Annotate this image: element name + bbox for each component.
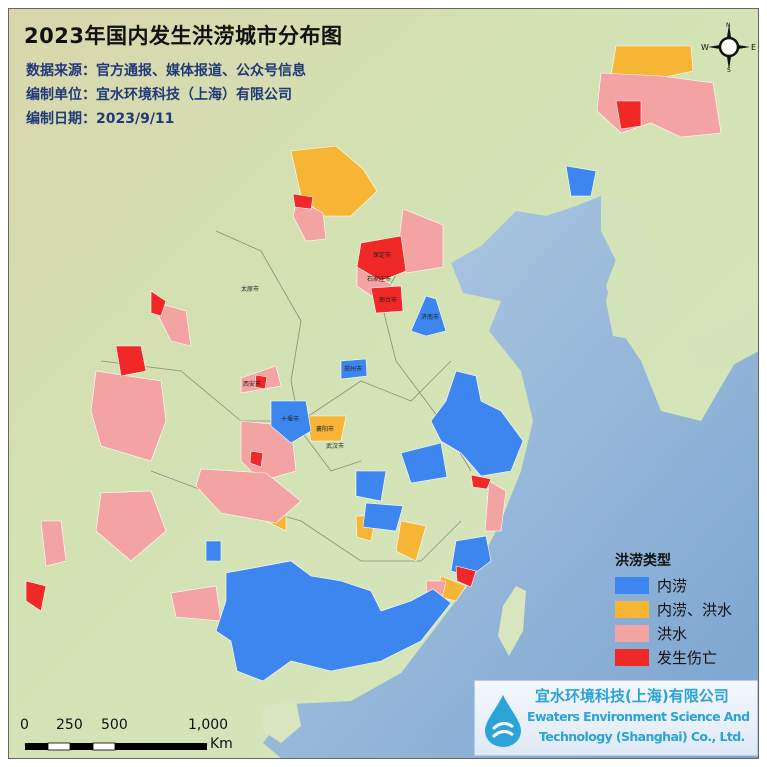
region-inner-waterlogging	[340, 358, 368, 380]
legend-swatch	[615, 648, 649, 666]
legend-item-inner-and-flood: 内涝、洪水	[615, 597, 732, 621]
place-label: 十堰市	[281, 415, 299, 423]
region-casualties	[370, 285, 404, 314]
water-drop-logo-icon	[485, 695, 521, 747]
region-casualties	[470, 474, 492, 490]
region-inner-and-flood	[610, 45, 694, 82]
region-inner-waterlogging	[450, 535, 492, 577]
compass-w: W	[701, 43, 709, 52]
region-flood	[90, 370, 167, 462]
compile-date: 编制日期：2023/9/11	[26, 111, 175, 127]
region-inner-waterlogging	[215, 560, 452, 682]
place-label: 保定市	[373, 251, 391, 259]
region-inner-and-flood	[395, 520, 427, 562]
place-label: 襄阳市	[316, 425, 334, 433]
data-source: 数据来源：官方通报、媒体报道、公众号信息	[26, 63, 306, 79]
place-label: 武汉市	[326, 442, 344, 450]
place-label: 济南市	[421, 313, 439, 321]
compiler: 编制单位：宜水环境科技（上海）有限公司	[26, 87, 292, 103]
region-flood	[292, 198, 327, 242]
company-name-cn: 宜水环境科技(上海)有限公司	[535, 687, 729, 705]
hainan	[263, 701, 301, 743]
korea-peninsula	[601, 196, 666, 341]
region-inner-waterlogging	[355, 470, 387, 502]
place-label: 郑州市	[344, 365, 362, 373]
japan	[681, 306, 758, 373]
company-name-en-line1: Ewaters Environment Science And	[527, 709, 750, 724]
legend-title: 洪涝类型	[615, 553, 671, 569]
region-inner-waterlogging	[270, 400, 312, 444]
region-casualties	[292, 193, 314, 210]
region-flood	[398, 208, 444, 274]
map-title: 2023年国内发生洪涝城市分布图	[24, 24, 343, 48]
region-inner-waterlogging	[400, 442, 448, 484]
region-inner-and-flood	[305, 415, 347, 442]
flood-regions	[25, 45, 722, 682]
place-label: 石家庄市	[367, 275, 391, 283]
legend-label: 洪水	[657, 624, 688, 643]
place-label: 太原市	[241, 285, 259, 293]
scale-tick-1000: 1,000	[188, 717, 229, 733]
region-inner-waterlogging	[430, 370, 524, 477]
legend: 洪涝类型 内涝 内涝、洪水 洪水 发生伤亡	[615, 550, 732, 669]
scale-tick-0: 0	[20, 717, 29, 733]
place-label: 邢台市	[379, 296, 397, 304]
legend-swatch	[615, 576, 649, 594]
taiwan	[498, 586, 526, 656]
region-inner-waterlogging	[205, 540, 222, 562]
legend-label: 内涝	[657, 576, 688, 595]
region-casualties	[254, 374, 268, 390]
legend-swatch	[615, 600, 649, 618]
legend-label: 发生伤亡	[657, 648, 718, 667]
scale-tick-250: 250	[56, 717, 83, 733]
legend-item-inner-waterlogging: 内涝	[615, 573, 732, 597]
sea	[263, 196, 758, 758]
company-logo-box: 宜水环境科技(上海)有限公司 Ewaters Environment Scien…	[474, 680, 758, 756]
scale-tick-500: 500	[101, 717, 128, 733]
legend-item-casualties: 发生伤亡	[615, 645, 732, 669]
region-flood	[40, 520, 67, 567]
legend-swatch	[615, 624, 649, 642]
scale-bar	[25, 742, 207, 751]
region-casualties	[25, 580, 47, 612]
place-labels: 太原市 西安市 郑州市 济南市 石家庄市 保定市 邢台市 十堰市 襄阳市 武汉市	[241, 251, 439, 450]
region-inner-waterlogging	[565, 165, 597, 197]
compass-n: N	[726, 22, 731, 29]
region-flood	[95, 490, 167, 562]
region-casualties	[249, 450, 264, 468]
region-flood	[484, 480, 507, 532]
region-casualties	[455, 565, 477, 588]
company-name-en-line2: Technology (Shanghai) Co., Ltd.	[539, 729, 745, 744]
region-casualties	[115, 345, 147, 377]
place-label: 西安市	[243, 380, 261, 388]
region-inner-waterlogging	[410, 295, 447, 337]
scale-unit: Km	[210, 736, 233, 752]
legend-item-flood: 洪水	[615, 621, 732, 645]
region-casualties	[150, 290, 167, 317]
region-casualties	[356, 235, 407, 282]
compass-s: S	[727, 67, 731, 72]
compass-icon: W E N S	[700, 22, 758, 76]
compass-e: E	[751, 43, 756, 52]
region-inner-waterlogging	[362, 502, 404, 532]
region-casualties	[615, 100, 642, 130]
legend-label: 内涝、洪水	[657, 600, 733, 619]
region-flood	[195, 468, 302, 524]
